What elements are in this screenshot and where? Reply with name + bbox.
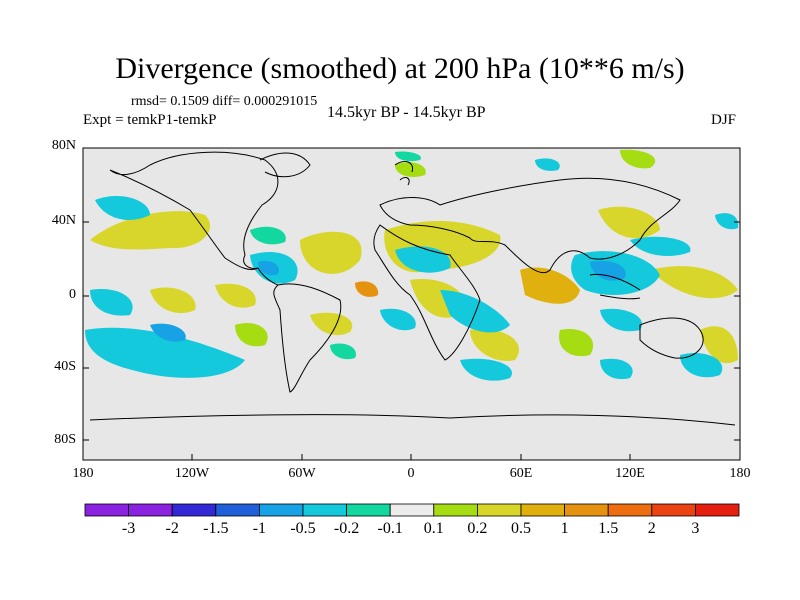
colorbar-box bbox=[302, 503, 347, 517]
colorbar-label: -1 bbox=[252, 520, 267, 537]
experiment-label: Expt = temkP1-temkP bbox=[83, 112, 217, 128]
colorbar-box bbox=[84, 503, 129, 517]
lon-label-180w: 180 bbox=[72, 466, 94, 481]
lon-label-60e: 60E bbox=[509, 466, 533, 481]
colorbar-label: -3 bbox=[121, 520, 136, 537]
colorbar-box bbox=[389, 503, 435, 517]
colorbar-label: -2 bbox=[165, 520, 179, 537]
colorbar-box bbox=[128, 503, 173, 517]
colorbar-label: 0.5 bbox=[511, 520, 531, 537]
colorbar-label: -0.5 bbox=[290, 520, 316, 537]
lat-label-80s: 80S bbox=[54, 432, 76, 447]
anomaly-blobs bbox=[85, 149, 739, 381]
colorbar-box bbox=[695, 503, 740, 517]
colorbar-label: 2 bbox=[647, 520, 656, 537]
axis-ticks bbox=[82, 147, 741, 460]
lat-label-80n: 80N bbox=[51, 138, 76, 153]
season-label: DJF bbox=[711, 112, 737, 128]
colorbar-label: -1.5 bbox=[203, 520, 229, 537]
colorbar-label: 3 bbox=[691, 520, 700, 537]
page-title: Divergence (smoothed) at 200 hPa (10**6 … bbox=[115, 52, 685, 85]
lat-label-40s: 40S bbox=[54, 359, 76, 374]
colorbar-box bbox=[346, 503, 391, 517]
colorbar-label: -0.1 bbox=[377, 520, 403, 537]
lat-label-0: 0 bbox=[69, 287, 76, 302]
colorbar-box bbox=[607, 503, 653, 517]
lon-label-120e: 120E bbox=[615, 466, 645, 481]
colorbar-box bbox=[258, 503, 304, 517]
lon-label-0: 0 bbox=[407, 466, 415, 481]
lon-label-60w: 60W bbox=[288, 466, 316, 481]
period-label: 14.5kyr BP - 14.5kyr BP bbox=[327, 104, 486, 121]
colorbar-box bbox=[520, 503, 565, 517]
colorbar-box bbox=[476, 503, 522, 517]
colorbar-box bbox=[215, 503, 260, 517]
colorbar-box bbox=[651, 503, 696, 517]
colorbar-box bbox=[171, 503, 217, 517]
coastlines bbox=[89, 151, 736, 426]
colorbar-label: -0.2 bbox=[333, 520, 360, 537]
colorbar-box bbox=[433, 503, 478, 517]
colorbar-label: 1 bbox=[560, 520, 569, 537]
lat-label-40n: 40N bbox=[51, 213, 76, 228]
stats-text: rmsd= 0.1509 diff= 0.000291015 bbox=[131, 94, 318, 109]
colorbar bbox=[84, 503, 740, 517]
colorbar-label: 0.1 bbox=[423, 520, 444, 537]
lon-label-120w: 120W bbox=[174, 466, 210, 481]
colorbar-box bbox=[564, 503, 609, 517]
colorbar-label: 0.2 bbox=[467, 520, 488, 537]
colorbar-label: 1.5 bbox=[598, 520, 619, 537]
lon-label-180e: 180 bbox=[729, 466, 751, 481]
